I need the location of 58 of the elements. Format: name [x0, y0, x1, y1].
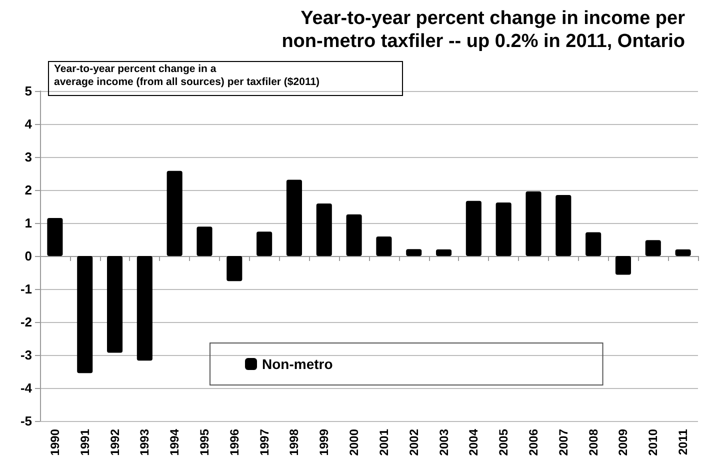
y-tick-label: -5 — [20, 414, 32, 428]
bar — [256, 232, 272, 256]
bar — [346, 214, 362, 256]
bar — [136, 256, 152, 361]
y-tick-label: -4 — [20, 380, 33, 396]
y-tick-label: 5 — [24, 84, 32, 98]
x-tick-label: 2008 — [586, 428, 600, 456]
x-tick-label: 2006 — [526, 428, 540, 456]
x-tick-label: 1996 — [227, 428, 242, 456]
bar — [196, 226, 212, 256]
x-tick-label: 2011 — [676, 428, 690, 456]
text: Year-to-year percent change in a average income (from all sources) per taxfiler ($2011) — [48, 61, 403, 96]
bar — [615, 256, 632, 275]
bar — [586, 232, 602, 256]
x-tick-label: 1990 — [48, 428, 62, 456]
y-tick-label: -2 — [20, 314, 32, 330]
x-tick-label: 2009 — [616, 428, 630, 456]
y-tick-label: -3 — [20, 348, 32, 362]
y-tick-label: 1 — [24, 216, 32, 230]
y-tick-label: 0 — [24, 248, 32, 264]
bar — [226, 256, 242, 282]
x-tick-label: 2007 — [556, 428, 570, 456]
y-tick-label: -1 — [20, 282, 32, 296]
chart-title: Year-to-year percent change in income per non-metro taxfiler -- up 0.2% in 2011, Ontario — [282, 8, 686, 52]
y-tick-label: 3 — [24, 150, 32, 164]
x-tick-label: 1995 — [198, 428, 212, 456]
y-tick-label: 2 — [24, 182, 32, 198]
bar — [675, 249, 691, 256]
bar — [406, 249, 422, 256]
bar — [376, 236, 392, 256]
bar — [526, 191, 542, 256]
x-tick-label: 2002 — [406, 428, 421, 456]
x-tick-label: 2004 — [466, 428, 481, 456]
bar — [645, 240, 661, 256]
y-tick-label: 4 — [24, 116, 33, 132]
bar — [436, 249, 452, 256]
x-tick-label: 1998 — [287, 428, 302, 456]
x-tick-label: 1994 — [168, 428, 182, 456]
x-tick-label: 1993 — [138, 428, 152, 456]
bar — [286, 180, 302, 256]
bar — [316, 204, 332, 256]
bar — [77, 256, 93, 374]
x-tick-label: 2001 — [376, 428, 391, 456]
x-tick-label: 2010 — [646, 428, 660, 456]
x-tick-label: 1999 — [317, 428, 332, 456]
bar — [496, 202, 512, 256]
bar — [106, 256, 123, 353]
legend-label: Non-metro — [262, 356, 333, 372]
x-tick-label: 1991 — [78, 428, 92, 456]
bar — [166, 170, 182, 256]
bar — [47, 218, 63, 256]
bar — [556, 194, 572, 256]
x-tick-label: 2005 — [496, 428, 511, 456]
x-tick-label: 1997 — [257, 428, 272, 456]
x-tick-label: 2000 — [347, 428, 362, 456]
x-tick-label: 2003 — [436, 428, 451, 456]
bar — [466, 200, 482, 256]
x-tick-label: 1992 — [108, 428, 122, 456]
